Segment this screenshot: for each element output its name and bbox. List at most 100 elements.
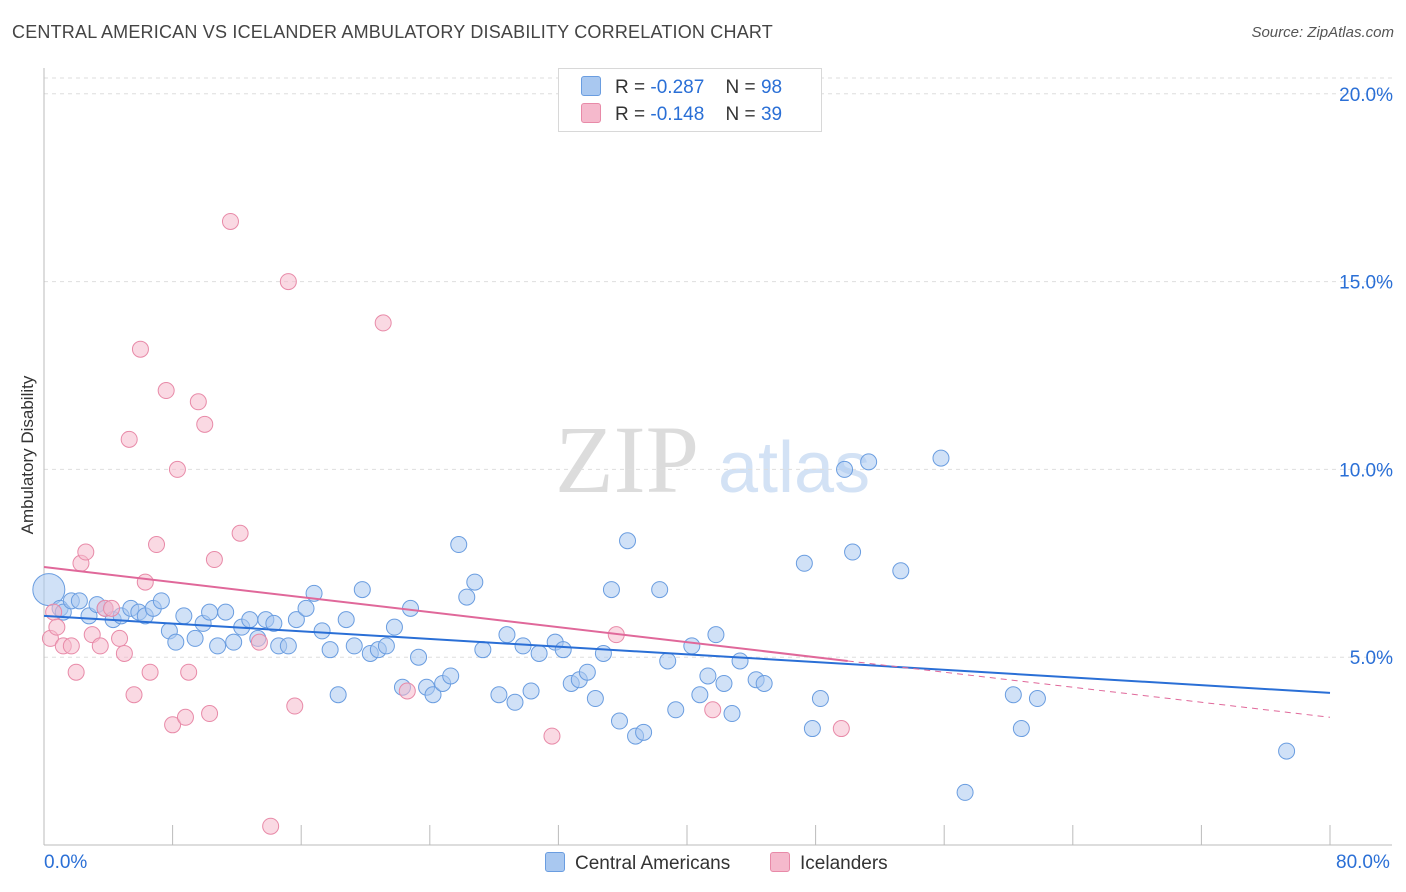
legend-label-icelanders: Icelanders (800, 853, 888, 874)
y-tick-label-3: 20.0% (1339, 85, 1393, 106)
point-icelander (131, 340, 149, 358)
legend-swatch-central-americans (545, 852, 565, 872)
point-icelander (176, 708, 194, 726)
point-central-american (209, 637, 227, 655)
point-central-american (424, 686, 442, 704)
point-central-american (175, 607, 193, 625)
point-central-american (466, 573, 484, 591)
point-icelander (279, 273, 297, 291)
y-tick-label-2: 15.0% (1339, 273, 1393, 294)
point-icelander (398, 682, 416, 700)
point-central-american (410, 648, 428, 666)
y-tick-label-1: 10.0% (1339, 460, 1393, 481)
point-icelander (168, 460, 186, 478)
point-central-american (610, 712, 628, 730)
point-central-american (279, 637, 297, 655)
point-central-american (932, 449, 950, 467)
point-central-american (811, 690, 829, 708)
point-icelander (157, 382, 175, 400)
point-central-american (353, 581, 371, 599)
point-central-american (554, 641, 572, 659)
point-icelander (201, 705, 219, 723)
series-legend-icelanders: Icelanders (770, 852, 888, 875)
point-icelander (196, 415, 214, 433)
point-icelander (704, 701, 722, 719)
point-central-american (217, 603, 235, 621)
point-icelander (374, 314, 392, 332)
point-central-american (514, 637, 532, 655)
point-central-american (892, 562, 910, 580)
n-label: N = (725, 77, 756, 98)
point-central-american (201, 603, 219, 621)
point-central-american (860, 453, 878, 471)
swatch-central-americans (581, 76, 601, 96)
point-icelander (91, 637, 109, 655)
point-icelander (120, 430, 138, 448)
point-central-american (522, 682, 540, 700)
point-central-american (442, 667, 460, 685)
r-value: -0.287 (650, 77, 705, 98)
point-central-american (667, 701, 685, 719)
point-central-american (691, 686, 709, 704)
swatch-icelanders (581, 103, 601, 123)
point-central-american (699, 667, 717, 685)
point-central-american (186, 629, 204, 647)
grid-lines (44, 77, 1392, 658)
point-central-american (795, 554, 813, 572)
point-central-american (450, 536, 468, 554)
legend-row-central-americans: R = -0.287 N = 98 (581, 76, 782, 100)
point-central-american (602, 581, 620, 599)
correlation-legend: R = -0.287 N = 98 R = -0.148 N = 39 (558, 68, 822, 132)
point-icelander (48, 618, 66, 636)
point-icelander (286, 697, 304, 715)
point-icelander (148, 536, 166, 554)
point-central-american (287, 611, 305, 629)
watermark-zip: ZIP (555, 406, 699, 513)
point-central-american (707, 626, 725, 644)
r-value: -0.148 (650, 104, 705, 125)
point-central-american (152, 592, 170, 610)
point-central-american (225, 633, 243, 651)
source-credit: Source: ZipAtlas.com (1251, 24, 1394, 41)
point-central-american (313, 622, 331, 640)
n-label: N = (725, 104, 756, 125)
watermark: ZIP atlas (555, 406, 870, 513)
point-central-american (530, 644, 548, 662)
point-central-american (506, 693, 524, 711)
x-tick-label-max: 80.0% (1336, 852, 1390, 873)
axes (43, 68, 1392, 846)
central-americans-points (32, 449, 1296, 801)
y-tick-label-0: 5.0% (1350, 648, 1393, 669)
trend-line-icelanders (43, 566, 848, 662)
trend-extension-icelanders (847, 660, 1331, 718)
n-value: 39 (760, 104, 783, 125)
n-value: 98 (760, 77, 783, 98)
point-central-american (715, 674, 733, 692)
point-icelander (141, 663, 159, 681)
point-central-american (635, 723, 653, 741)
point-central-american (619, 532, 637, 550)
point-icelander (250, 633, 268, 651)
point-central-american (385, 618, 403, 636)
point-icelander (262, 817, 280, 835)
point-central-american (377, 637, 395, 655)
trend-line-central-americans (43, 614, 1331, 694)
point-central-american (458, 588, 476, 606)
point-central-american (1028, 690, 1046, 708)
point-icelander (205, 551, 223, 569)
point-icelander (180, 663, 198, 681)
y-tick-labels: 5.0% 10.0% 15.0% 20.0% (1339, 85, 1393, 669)
point-central-american (755, 674, 773, 692)
point-central-american (836, 460, 854, 478)
point-central-american (844, 543, 862, 561)
point-icelander (189, 393, 207, 411)
point-central-american (241, 611, 259, 629)
point-central-american (586, 690, 604, 708)
point-icelander (125, 686, 143, 704)
point-central-american (337, 611, 355, 629)
r-label: R = (615, 77, 646, 98)
point-central-american (723, 705, 741, 723)
point-icelander (543, 727, 561, 745)
point-icelander (77, 543, 95, 561)
